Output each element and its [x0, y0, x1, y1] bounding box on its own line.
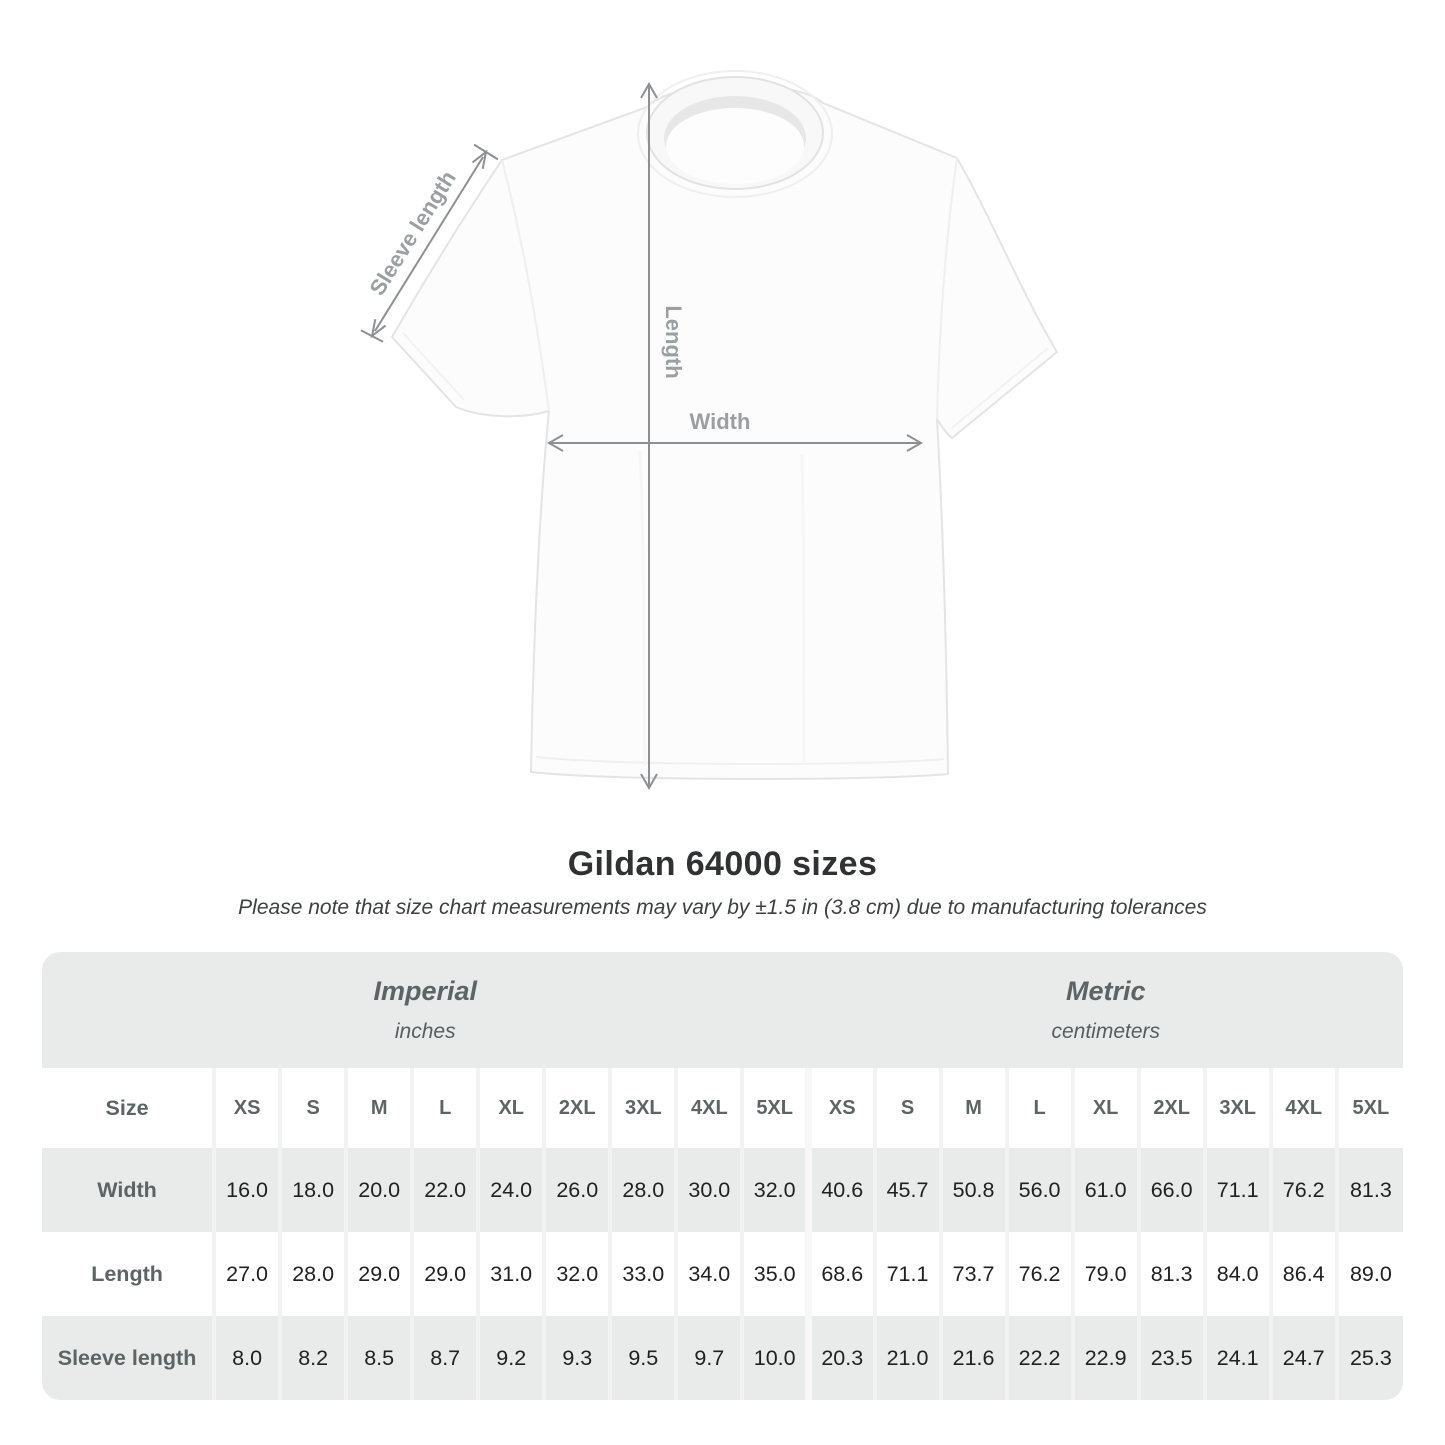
table-row-sleeve-length: Sleeve length 8.0 8.2 8.5 8.7 9.2 9.3 9.…	[42, 1316, 1403, 1400]
row-label: Sleeve length	[42, 1316, 215, 1400]
row-label: Length	[42, 1232, 215, 1316]
size-header: 5XL	[740, 1068, 809, 1148]
length-measure-label: Length	[661, 305, 686, 378]
size-header-row: Size XS S M L XL 2XL 3XL 4XL 5XL XS S M …	[42, 1068, 1403, 1148]
table-cell: 31.0	[476, 1232, 545, 1316]
table-cell: 9.2	[476, 1316, 545, 1400]
table-cell: 76.2	[1004, 1232, 1073, 1316]
size-chart-container: Imperial inches Metric centimeters Size …	[42, 952, 1403, 1400]
size-chart-table: Imperial inches Metric centimeters Size …	[42, 952, 1403, 1400]
table-cell: 50.8	[938, 1148, 1007, 1232]
metric-group-unit: centimeters	[1051, 1020, 1161, 1043]
size-header: L	[1004, 1068, 1073, 1148]
table-cell: 32.0	[740, 1148, 809, 1232]
size-header: XL	[476, 1068, 545, 1148]
table-cell: 61.0	[1070, 1148, 1139, 1232]
table-cell: 76.2	[1268, 1148, 1337, 1232]
table-cell: 24.0	[476, 1148, 545, 1232]
collar	[637, 70, 833, 198]
size-header: M	[938, 1068, 1007, 1148]
table-cell: 32.0	[542, 1232, 611, 1316]
width-arrow	[546, 434, 924, 452]
table-row-length: Length 27.0 28.0 29.0 29.0 31.0 32.0 33.…	[42, 1232, 1403, 1316]
table-cell: 21.0	[872, 1316, 941, 1400]
table-cell: 81.3	[1136, 1232, 1205, 1316]
table-cell: 16.0	[212, 1148, 281, 1232]
table-cell: 20.0	[344, 1148, 413, 1232]
table-cell: 22.0	[410, 1148, 479, 1232]
table-cell: 81.3	[1334, 1148, 1403, 1232]
unit-group-row: Imperial inches Metric centimeters	[42, 952, 1403, 1068]
size-header: 5XL	[1334, 1068, 1403, 1148]
table-cell: 28.0	[278, 1232, 347, 1316]
table-cell: 23.5	[1136, 1316, 1205, 1400]
table-cell: 79.0	[1070, 1232, 1139, 1316]
size-header: 3XL	[608, 1068, 677, 1148]
table-cell: 20.3	[804, 1316, 875, 1400]
table-cell: 56.0	[1004, 1148, 1073, 1232]
table-cell: 86.4	[1268, 1232, 1337, 1316]
table-cell: 71.1	[1202, 1148, 1271, 1232]
table-cell: 9.3	[542, 1316, 611, 1400]
table-cell: 34.0	[674, 1232, 743, 1316]
size-header: 4XL	[674, 1068, 743, 1148]
table-cell: 22.9	[1070, 1316, 1139, 1400]
row-label: Width	[42, 1148, 215, 1232]
table-cell: 8.7	[410, 1316, 479, 1400]
shirt-measurement-diagram: Width Length Sleeve length	[360, 70, 1058, 791]
imperial-group-header: Imperial inches	[42, 952, 809, 1068]
table-cell: 30.0	[674, 1148, 743, 1232]
size-header: 4XL	[1268, 1068, 1337, 1148]
table-cell: 68.6	[804, 1232, 875, 1316]
table-cell: 25.3	[1334, 1316, 1403, 1400]
table-cell: 35.0	[740, 1232, 809, 1316]
table-cell: 18.0	[278, 1148, 347, 1232]
size-column-header: Size	[42, 1068, 215, 1148]
table-cell: 8.0	[212, 1316, 281, 1400]
table-cell: 22.2	[1004, 1316, 1073, 1400]
table-cell: 73.7	[938, 1232, 1007, 1316]
table-cell: 21.6	[938, 1316, 1007, 1400]
table-cell: 27.0	[212, 1232, 281, 1316]
size-header: S	[872, 1068, 941, 1148]
sleeve-length-arrow	[360, 143, 499, 343]
size-header: S	[278, 1068, 347, 1148]
table-cell: 66.0	[1136, 1148, 1205, 1232]
size-header: 2XL	[542, 1068, 611, 1148]
table-cell: 8.5	[344, 1316, 413, 1400]
table-cell: 84.0	[1202, 1232, 1271, 1316]
width-measure-label: Width	[690, 409, 751, 434]
table-cell: 29.0	[344, 1232, 413, 1316]
table-cell: 24.7	[1268, 1316, 1337, 1400]
table-cell: 29.0	[410, 1232, 479, 1316]
table-cell: 9.7	[674, 1316, 743, 1400]
size-header: 3XL	[1202, 1068, 1271, 1148]
imperial-group-title: Imperial	[373, 976, 478, 1006]
size-header: XS	[212, 1068, 281, 1148]
tshirt-illustration	[391, 70, 1058, 781]
table-cell: 26.0	[542, 1148, 611, 1232]
table-cell: 40.6	[804, 1148, 875, 1232]
table-row-width: Width 16.0 18.0 20.0 22.0 24.0 26.0 28.0…	[42, 1148, 1403, 1232]
metric-group-header: Metric centimeters	[808, 952, 1403, 1068]
table-cell: 24.1	[1202, 1316, 1271, 1400]
imperial-group-unit: inches	[394, 1020, 456, 1043]
size-header: 2XL	[1136, 1068, 1205, 1148]
table-cell: 9.5	[608, 1316, 677, 1400]
size-header: XL	[1070, 1068, 1139, 1148]
length-arrow	[640, 81, 658, 791]
table-cell: 45.7	[872, 1148, 941, 1232]
metric-group-title: Metric	[1065, 976, 1146, 1006]
table-cell: 33.0	[608, 1232, 677, 1316]
table-cell: 89.0	[1334, 1232, 1403, 1316]
table-cell: 10.0	[740, 1316, 809, 1400]
table-cell: 8.2	[278, 1316, 347, 1400]
size-header: M	[344, 1068, 413, 1148]
page-title: Gildan 64000 sizes	[567, 845, 878, 883]
size-header: XS	[804, 1068, 875, 1148]
table-cell: 28.0	[608, 1148, 677, 1232]
tolerance-note: Please note that size chart measurements…	[238, 896, 1207, 919]
table-cell: 71.1	[872, 1232, 941, 1316]
size-header: L	[410, 1068, 479, 1148]
